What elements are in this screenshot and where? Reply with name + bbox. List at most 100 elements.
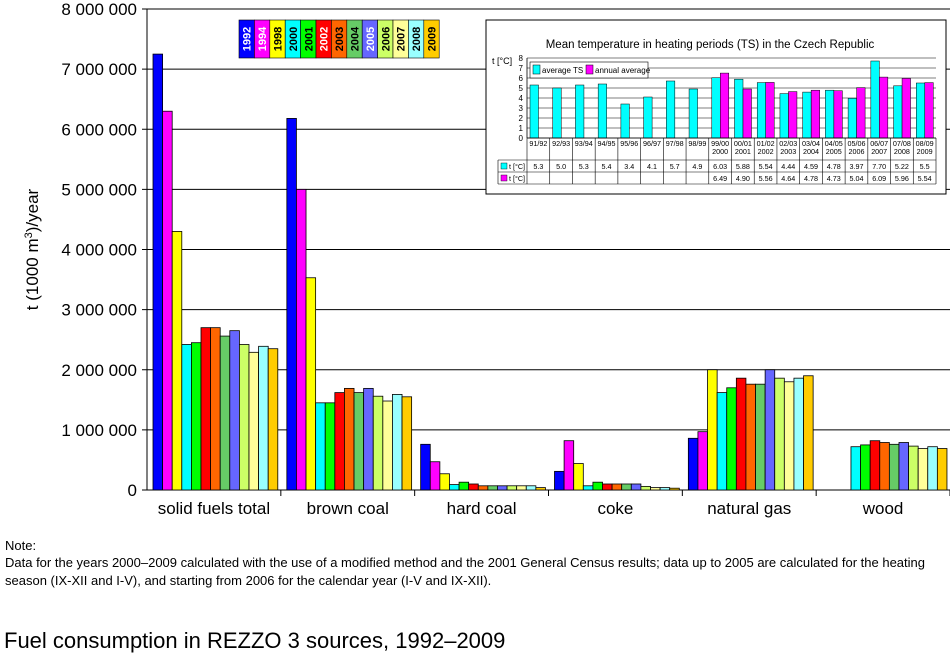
inset-x-tick-label: 91/92	[529, 139, 547, 148]
inset-x-tick-label: 07/08	[893, 139, 911, 148]
inset-table-value: 6.49	[713, 174, 727, 183]
inset-table-value: 5.88	[736, 162, 750, 171]
inset-y-tick-label: 5	[519, 84, 524, 93]
inset-x-tick-label: 99/00	[711, 139, 729, 148]
inset-x-tick-label: 06/07	[870, 139, 888, 148]
y-tick-label: 0	[128, 481, 137, 500]
inset-table-value: 4.78	[804, 174, 818, 183]
y-axis-label: t (1000 m3)/year	[23, 188, 42, 310]
inset-table-value: 5.5	[920, 162, 930, 171]
inset-bar-annual	[856, 87, 866, 139]
inset-table-value: 5.54	[918, 174, 932, 183]
inset-bar-ts	[597, 83, 607, 139]
inset-x-tick-label: 2002	[758, 147, 774, 156]
inset-table-swatch	[500, 162, 508, 170]
inset-title: Mean temperature in heating periods (TS)…	[546, 39, 875, 51]
inset-table-value: 5.56	[759, 174, 773, 183]
x-tick-label: solid fuels total	[158, 499, 270, 518]
x-tick-label: brown coal	[307, 499, 389, 518]
x-tick-label: coke	[597, 499, 633, 518]
bar-1998	[573, 463, 584, 491]
inset-y-tick-label: 4	[519, 94, 524, 103]
inset-table-value: 5.4	[602, 162, 612, 171]
inset-bar-annual	[810, 89, 820, 139]
legend-label-2008: 2008	[411, 27, 423, 51]
inset-bar-annual	[720, 72, 730, 139]
bar-2009	[936, 448, 948, 491]
inset-bar-ts	[688, 88, 698, 139]
inset-x-tick-label: 98/99	[688, 139, 706, 148]
inset-y-tick-label: 1	[519, 124, 524, 133]
bar-2009	[803, 375, 814, 491]
y-tick-label: 5 000 000	[61, 180, 137, 199]
inset-table-value: 4.1	[647, 162, 657, 171]
inset-table-value: 4.44	[781, 162, 795, 171]
inset-y-tick-label: 2	[519, 114, 524, 123]
inset-table-value: 3.97	[849, 162, 863, 171]
figure-caption: Fuel consumption in REZZO 3 sources, 199…	[4, 628, 506, 653]
inset-table-value: 3.4	[624, 162, 634, 171]
inset-x-tick-label: 04/05	[825, 139, 843, 148]
x-tick-label: wood	[862, 499, 904, 518]
inset-table-value: 4.90	[736, 174, 750, 183]
inset-x-tick-label: 2006	[848, 147, 864, 156]
inset-legend-label-ts: average TS	[542, 66, 583, 75]
inset-bar-ts	[870, 60, 880, 139]
inset-y-tick-label: 7	[519, 64, 524, 73]
legend-label-2004: 2004	[350, 26, 362, 51]
inset-x-tick-label: 08/09	[916, 139, 934, 148]
temperature-inset-chart: Mean temperature in heating periods (TS)…	[485, 19, 947, 195]
inset-table-value: 5.54	[759, 162, 773, 171]
inset-bar-ts	[575, 84, 585, 139]
legend-label-2007: 2007	[396, 27, 408, 51]
legend: 1992 1994 1998 2000 2001 2002 2003 2004 2005 2006…	[238, 19, 440, 59]
inset-bar-ts	[552, 87, 562, 139]
inset-x-tick-label: 03/04	[802, 139, 820, 148]
inset-bar-ts	[529, 84, 539, 139]
inset-table-value: 5.7	[670, 162, 680, 171]
inset-x-tick-label: 2009	[917, 147, 933, 156]
inset-table-value: 6.03	[713, 162, 727, 171]
legend-label-2003: 2003	[334, 27, 346, 51]
inset-table-swatch	[500, 174, 508, 182]
inset-x-tick-label: 2003	[780, 147, 796, 156]
inset-x-tick-label: 2000	[712, 147, 728, 156]
note-text: Data for the years 2000–2009 calculated …	[5, 555, 925, 588]
inset-y-axis-label: t [°C]	[492, 56, 512, 66]
inset-bar-ts	[643, 96, 653, 139]
x-tick-label: natural gas	[707, 499, 791, 518]
legend-label-1994: 1994	[257, 26, 269, 51]
inset-table-value: 5.3	[579, 162, 589, 171]
legend-label-1992: 1992	[242, 27, 254, 51]
inset-table-value: 5.22	[895, 162, 909, 171]
inset-y-tick-label: 8	[519, 54, 524, 63]
legend-label-1998: 1998	[273, 27, 285, 51]
inset-table-value: 7.70	[872, 162, 886, 171]
inset-x-tick-label: 2001	[735, 147, 751, 156]
inset-bar-ts	[666, 80, 676, 139]
inset-table-value: 6.09	[872, 174, 886, 183]
y-tick-label: 7 000 000	[61, 60, 137, 79]
y-tick-label: 3 000 000	[61, 301, 137, 320]
inset-bar-ts	[847, 98, 857, 139]
inset-table-value: 4.64	[781, 174, 795, 183]
legend-label-2001: 2001	[303, 27, 315, 51]
inset-bar-ts	[802, 91, 812, 139]
bar-2009	[401, 396, 413, 491]
inset-legend: average TS annual average	[529, 61, 651, 79]
legend-label-2000: 2000	[288, 27, 300, 51]
inset-legend-label-annual: annual average	[595, 66, 651, 75]
inset-legend-swatch-annual	[585, 64, 594, 75]
inset-y-tick-label: 6	[519, 74, 524, 83]
inset-table-value: 4.73	[827, 174, 841, 183]
inset-table-value: 5.96	[895, 174, 909, 183]
legend-swatch-2009	[423, 19, 440, 59]
inset-x-tick-label: 96/97	[643, 139, 661, 148]
inset-bar-ts	[711, 77, 721, 139]
inset-x-tick-label: 05/06	[847, 139, 865, 148]
inset-x-tick-label: 2005	[826, 147, 842, 156]
inset-bar-ts	[825, 89, 835, 139]
inset-bar-ts	[734, 78, 744, 139]
inset-x-tick-label: 95/96	[620, 139, 638, 148]
inset-table-value: 5.3	[533, 162, 543, 171]
